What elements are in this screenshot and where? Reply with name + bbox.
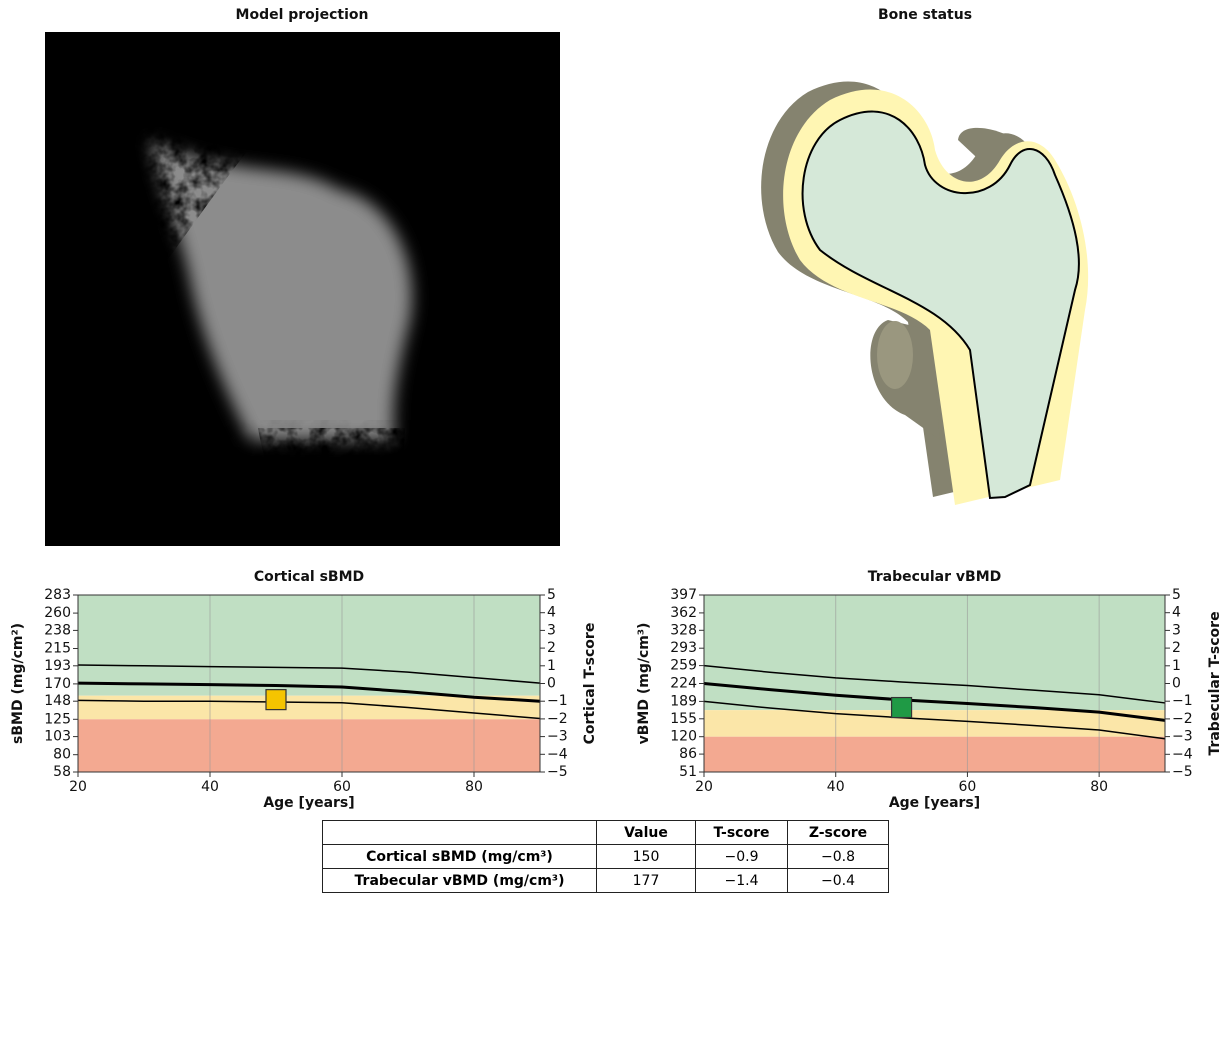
- y-axis-label: sBMD (mg/cm²): [10, 623, 26, 744]
- chart-title: Trabecular vBMD: [868, 569, 1002, 585]
- y2-tick-label: −2: [547, 711, 568, 727]
- y2-tick-label: 0: [547, 676, 556, 692]
- panel-title: Model projection: [236, 7, 369, 23]
- x-axis-label: Age [years]: [263, 795, 354, 811]
- y-tick-label: 120: [670, 729, 697, 745]
- band: [78, 695, 540, 720]
- y2-tick-label: 2: [1172, 640, 1181, 656]
- y-tick-label: 293: [670, 640, 697, 656]
- y-tick-label: 328: [670, 622, 697, 638]
- y2-tick-label: −1: [547, 693, 568, 709]
- patient-marker: [890, 696, 913, 719]
- curve: [77, 681, 541, 703]
- y-tick-label: 80: [53, 747, 71, 763]
- y2-tick-label: −3: [1172, 729, 1193, 745]
- y-tick-label: 170: [44, 676, 71, 692]
- y2-tick-label: −2: [1172, 711, 1193, 727]
- curve: [703, 700, 1166, 740]
- y2-tick-label: −5: [1172, 764, 1193, 780]
- curve: [77, 664, 541, 684]
- y2-tick-label: 5: [547, 587, 556, 603]
- band: [78, 595, 540, 696]
- y-tick-label: 148: [44, 693, 71, 709]
- header-cell: Value: [596, 820, 696, 845]
- chart-title: Cortical sBMD: [254, 569, 364, 585]
- cell: −0.8: [787, 844, 889, 869]
- y-tick-label: 155: [670, 711, 697, 727]
- y2-tick-label: 3: [1172, 622, 1181, 638]
- x-tick-label: 40: [201, 779, 219, 795]
- curve: [703, 682, 1166, 722]
- y-tick-label: 238: [44, 622, 71, 638]
- y2-tick-label: 3: [547, 622, 556, 638]
- y-tick-label: 397: [670, 587, 697, 603]
- y2-tick-label: −5: [547, 764, 568, 780]
- band: [704, 710, 1165, 737]
- y2-tick-label: 2: [547, 640, 556, 656]
- y-tick-label: 189: [670, 693, 697, 709]
- results-table: Value T-score Z-score Cortical sBMD (mg/…: [322, 820, 889, 893]
- y-tick-label: 259: [670, 658, 697, 674]
- table-header: Value T-score Z-score: [322, 820, 889, 845]
- row-header: Trabecular vBMD (mg/cm³): [322, 868, 597, 893]
- cell: −0.9: [695, 844, 788, 869]
- y-tick-label: 260: [44, 605, 71, 621]
- corner-cell: [322, 820, 597, 845]
- x-tick-label: 80: [465, 779, 483, 795]
- y2-tick-label: 1: [1172, 658, 1181, 674]
- x-tick-label: 60: [333, 779, 351, 795]
- model-projection-image: [45, 32, 560, 546]
- y-tick-label: 58: [53, 764, 71, 780]
- x-tick-label: 20: [69, 779, 87, 795]
- band: [704, 736, 1165, 772]
- y2-tick-label: 0: [1172, 676, 1181, 692]
- y2-tick-label: −4: [547, 746, 568, 762]
- band: [704, 595, 1165, 711]
- y2-axis-label: Trabecular T-score: [1207, 611, 1223, 755]
- row-header: Cortical sBMD (mg/cm³): [322, 844, 597, 869]
- band: [78, 719, 540, 772]
- y-tick-label: 125: [44, 711, 71, 727]
- y2-tick-label: 4: [547, 605, 556, 621]
- table-row: Trabecular vBMD (mg/cm³) 177 −1.4 −0.4: [322, 868, 889, 893]
- x-tick-label: 40: [827, 779, 845, 795]
- y-tick-label: 86: [679, 746, 697, 762]
- y2-tick-label: 4: [1172, 605, 1181, 621]
- x-tick-label: 80: [1090, 779, 1108, 795]
- header-cell: T-score: [695, 820, 788, 845]
- y-tick-label: 103: [44, 729, 71, 745]
- bone-diagram: [761, 81, 1089, 505]
- cell: −1.4: [695, 868, 788, 893]
- y2-tick-label: 1: [547, 658, 556, 674]
- figure: Model projection Bone status 20 40 60 80588…: [10, 7, 1223, 811]
- cell: 150: [596, 844, 696, 869]
- y-tick-label: 51: [679, 764, 697, 780]
- cell: −0.4: [787, 868, 889, 893]
- header-cell: Z-score: [787, 820, 889, 845]
- cell: 177: [596, 868, 696, 893]
- y-tick-label: 362: [670, 605, 697, 621]
- y2-tick-label: −3: [547, 729, 568, 745]
- y2-tick-label: −4: [1172, 746, 1193, 762]
- y-tick-label: 215: [44, 640, 71, 656]
- y-tick-label: 283: [44, 587, 71, 603]
- y-tick-label: 193: [44, 658, 71, 674]
- y2-axis-label: Cortical T-score: [582, 623, 598, 745]
- x-axis-label: Age [years]: [889, 795, 980, 811]
- y2-tick-label: 5: [1172, 587, 1181, 603]
- curve: [703, 664, 1166, 704]
- panel-title: Bone status: [878, 7, 972, 23]
- x-tick-label: 20: [695, 779, 713, 795]
- curve: [77, 699, 541, 720]
- table-row: Cortical sBMD (mg/cm³) 150 −0.9 −0.8: [322, 844, 889, 869]
- y2-tick-label: −1: [1172, 693, 1193, 709]
- y-axis-label: vBMD (mg/cm³): [636, 623, 652, 745]
- x-tick-label: 60: [959, 779, 977, 795]
- patient-marker: [265, 689, 287, 711]
- y-tick-label: 224: [670, 676, 697, 692]
